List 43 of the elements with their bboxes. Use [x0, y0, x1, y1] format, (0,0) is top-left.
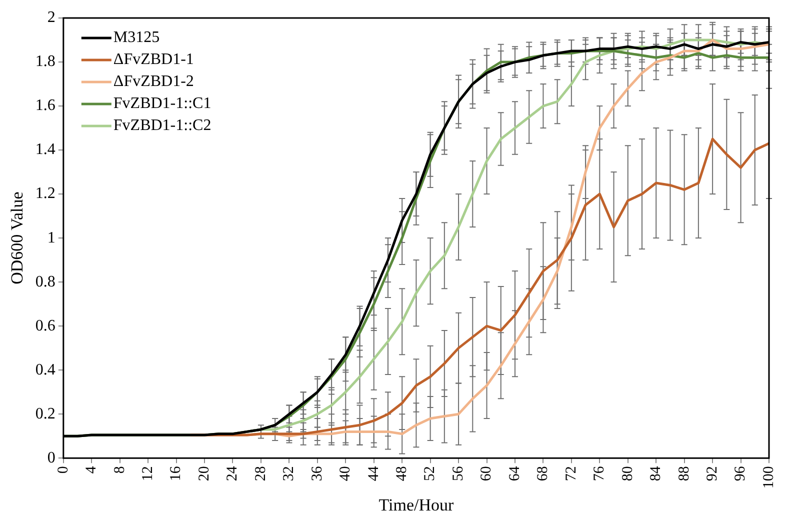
x-tick-label: 88 [676, 466, 692, 482]
x-tick-label: 20 [196, 466, 212, 482]
x-tick-label: 32 [281, 466, 298, 482]
y-tick-label: 1.4 [35, 141, 56, 158]
legend-label: ΔFvZBD1-2 [113, 73, 194, 90]
y-tick-label: 1.2 [35, 185, 56, 202]
y-tick-label: 1.6 [35, 97, 56, 114]
x-tick-label: 72 [563, 466, 580, 482]
y-tick-label: 1.8 [35, 53, 56, 70]
x-tick-label: 80 [620, 466, 636, 482]
x-tick-label: 0 [55, 466, 72, 474]
x-tick-label: 24 [224, 466, 241, 482]
x-tick-label: 64 [506, 466, 523, 482]
x-tick-label: 16 [168, 466, 184, 482]
legend-label: ΔFvZBD1-1 [113, 51, 194, 68]
y-tick-label: 0.8 [35, 273, 56, 290]
y-tick-label: 0.6 [35, 317, 56, 334]
x-tick-label: 12 [140, 466, 156, 482]
x-tick-label: 28 [252, 466, 269, 482]
x-tick-label: 76 [592, 466, 608, 482]
y-tick-label: 1 [47, 229, 56, 246]
x-tick-label: 48 [394, 466, 410, 482]
legend-label: FvZBD1-1::C1 [113, 95, 212, 112]
y-axis-title: OD600 Value [8, 192, 27, 284]
x-tick-label: 100 [760, 466, 777, 489]
x-tick-label: 36 [309, 466, 326, 482]
x-tick-label: 60 [478, 466, 495, 482]
legend-label: M3125 [113, 29, 160, 46]
y-tick-label: 0.4 [35, 361, 56, 378]
x-tick-label: 44 [366, 466, 382, 482]
x-tick-label: 84 [648, 466, 664, 482]
x-tick-label: 56 [450, 466, 466, 482]
x-tick-label: 52 [422, 466, 438, 482]
x-tick-label: 92 [704, 466, 720, 482]
x-axis-title: Time/Hour [378, 495, 454, 514]
x-tick-label: 8 [112, 466, 128, 474]
x-tick-label: 68 [535, 466, 552, 482]
x-tick-label: 4 [84, 466, 100, 474]
y-tick-label: 0.2 [35, 405, 56, 422]
y-tick-label: 2 [47, 9, 56, 26]
legend-label: FvZBD1-1::C2 [113, 117, 212, 134]
x-tick-label: 96 [732, 466, 749, 482]
x-tick-label: 40 [338, 466, 354, 482]
